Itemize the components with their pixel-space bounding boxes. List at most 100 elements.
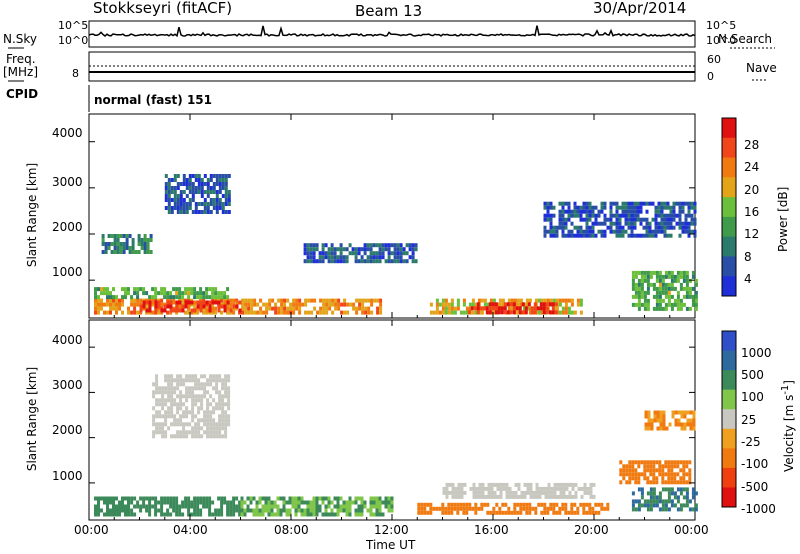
data-cell-power-9 (555, 225, 559, 230)
data-cell-power-3 (447, 306, 451, 311)
data-cell-power-9 (660, 229, 664, 234)
data-cell-power-8 (312, 247, 316, 252)
data-cell-power-9 (588, 213, 592, 218)
data-cell-power-9 (591, 213, 595, 218)
data-cell-power-5 (652, 306, 656, 311)
data-cell-power-5 (664, 306, 668, 311)
data-cell-power-7 (149, 250, 153, 254)
data-cell-velocity-4 (490, 494, 494, 499)
data-cell-power-8 (342, 255, 346, 260)
data-cell-power-0 (379, 302, 383, 307)
data-cell-power-3 (579, 298, 583, 303)
data-cell-velocity-0 (196, 512, 200, 517)
data-cell-power-4 (545, 302, 549, 307)
data-cell-power-0 (283, 306, 287, 311)
data-cell-power-9 (564, 201, 568, 206)
data-cell-power-5 (679, 286, 683, 291)
data-cell-velocity-2 (152, 390, 156, 395)
data-cell-power-7 (125, 234, 129, 238)
data-cell-power-9 (624, 217, 628, 222)
data-cell-power-8 (372, 251, 376, 256)
data-cell-power-0 (94, 310, 97, 315)
data-cell-velocity-1 (342, 508, 346, 513)
data-cell-power-9 (678, 221, 682, 226)
data-cell-power-5 (667, 298, 671, 303)
data-cell-power-3 (567, 306, 571, 311)
data-cell-power-1 (214, 300, 218, 305)
freq-panel-frame (88, 51, 696, 82)
data-cell-power-9 (591, 233, 595, 238)
data-cell-power-4 (476, 310, 480, 315)
data-cell-power-8 (408, 255, 412, 260)
data-cell-velocity-5 (643, 476, 647, 481)
data-cell-velocity-3 (531, 506, 535, 511)
data-cell-power-9 (633, 217, 637, 222)
data-cell-velocity-5 (634, 476, 638, 481)
data-cell-power-1 (199, 308, 203, 313)
data-cell-power-9 (582, 209, 586, 214)
data-cell-power-3 (567, 310, 571, 315)
data-cell-velocity-2 (224, 382, 228, 387)
data-cell-power-5 (685, 270, 689, 275)
data-cell-power-4 (497, 306, 501, 311)
data-cell-velocity-4 (475, 494, 479, 499)
data-cell-power-1 (208, 304, 212, 309)
data-cell-velocity-5 (664, 460, 668, 465)
data-cell-power-0 (196, 310, 200, 315)
data-cell-power-0 (343, 298, 347, 303)
data-cell-velocity-6 (667, 487, 671, 492)
data-cell-power-2 (160, 291, 164, 296)
data-cell-power-6 (197, 182, 201, 186)
data-cell-power-0 (118, 298, 121, 303)
data-cell-power-1 (190, 308, 194, 313)
data-cell-power-5 (631, 282, 635, 287)
data-cell-velocity-1 (357, 512, 361, 517)
data-cell-power-0 (232, 298, 236, 303)
data-cell-velocity-2 (167, 382, 171, 387)
data-cell-power-5 (643, 294, 647, 299)
data-cell-power-6 (164, 182, 168, 186)
data-cell-power-2 (139, 287, 143, 292)
data-cell-power-8 (306, 259, 310, 264)
data-cell-power-3 (549, 298, 553, 303)
data-cell-velocity-2 (200, 394, 204, 399)
data-cell-power-6 (200, 182, 204, 186)
data-cell-velocity-2 (185, 410, 189, 415)
power-colorbar-frame (721, 117, 737, 297)
data-cell-velocity-4 (526, 486, 530, 491)
data-cell-power-9 (642, 225, 646, 230)
data-cell-velocity-4 (454, 490, 458, 495)
data-cell-velocity-0 (187, 508, 191, 513)
data-cell-velocity-5 (667, 480, 671, 485)
data-cell-velocity-5 (631, 460, 635, 465)
data-cell-power-3 (528, 298, 532, 303)
data-cell-velocity-7 (689, 426, 693, 431)
data-cell-velocity-3 (495, 502, 499, 507)
data-cell-power-0 (304, 302, 308, 307)
data-cell-power-5 (643, 278, 647, 283)
data-cell-power-8 (330, 251, 334, 256)
data-cell-velocity-5 (685, 472, 689, 477)
data-cell-power-8 (399, 251, 403, 256)
data-cell-velocity-2 (155, 390, 159, 395)
data-cell-velocity-7 (686, 422, 690, 427)
data-cell-velocity-1 (384, 504, 388, 509)
data-cell-power-3 (465, 306, 469, 311)
data-cell-power-0 (94, 302, 97, 307)
data-cell-power-0 (370, 302, 374, 307)
data-cell-power-2 (190, 287, 194, 292)
data-cell-velocity-1 (390, 496, 394, 501)
data-cell-power-9 (558, 213, 562, 218)
data-cell-power-5 (637, 286, 641, 291)
data-cell-power-9 (600, 221, 604, 226)
data-cell-power-6 (167, 190, 171, 194)
data-cell-power-6 (224, 182, 228, 186)
data-cell-power-5 (694, 282, 698, 287)
data-cell-power-9 (639, 201, 643, 206)
data-cell-power-9 (570, 229, 574, 234)
data-cell-power-9 (639, 233, 643, 238)
data-cell-power-0 (292, 310, 296, 315)
data-cell-velocity-4 (496, 486, 500, 491)
data-cell-velocity-1 (294, 512, 298, 517)
data-cell-velocity-4 (490, 482, 494, 487)
